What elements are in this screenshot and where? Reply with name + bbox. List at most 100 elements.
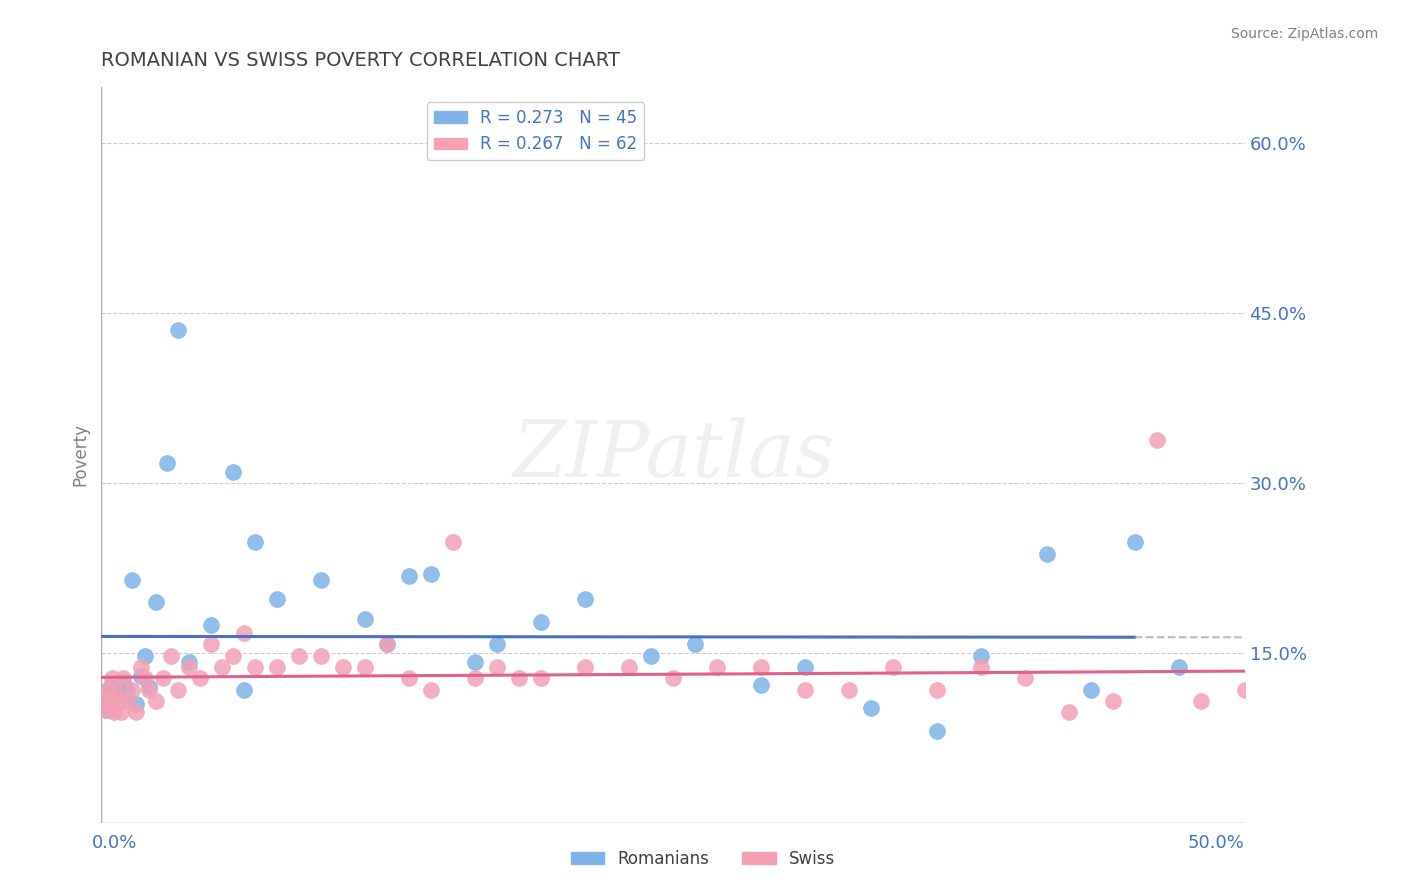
Point xyxy=(98,681,121,695)
Point xyxy=(530,615,553,629)
Point xyxy=(970,648,993,663)
Point xyxy=(243,535,266,549)
Point xyxy=(398,569,420,583)
Point xyxy=(138,682,160,697)
Point xyxy=(1014,671,1036,685)
Point xyxy=(375,637,398,651)
Point xyxy=(266,592,288,607)
Text: ZIPatlas: ZIPatlas xyxy=(512,417,834,493)
Point xyxy=(375,637,398,651)
Point xyxy=(167,682,190,697)
Point xyxy=(188,671,211,685)
Text: Source: ZipAtlas.com: Source: ZipAtlas.com xyxy=(1230,27,1378,41)
Point xyxy=(105,686,128,700)
Point xyxy=(125,706,148,720)
Point xyxy=(706,660,728,674)
Point xyxy=(177,660,200,674)
Point xyxy=(1189,694,1212,708)
Point xyxy=(121,573,143,587)
Text: 0.0%: 0.0% xyxy=(91,834,136,852)
Point xyxy=(145,595,167,609)
Point xyxy=(574,660,596,674)
Point xyxy=(749,678,772,692)
Text: 50.0%: 50.0% xyxy=(1188,834,1244,852)
Point xyxy=(485,637,508,651)
Point xyxy=(177,656,200,670)
Point xyxy=(117,682,139,697)
Point xyxy=(160,648,183,663)
Point xyxy=(1035,547,1057,561)
Point xyxy=(288,648,311,663)
Point xyxy=(200,618,222,632)
Point xyxy=(1233,682,1256,697)
Point xyxy=(662,671,685,685)
Y-axis label: Poverty: Poverty xyxy=(72,424,89,486)
Point xyxy=(134,648,156,663)
Point xyxy=(793,660,815,674)
Point xyxy=(94,703,117,717)
Point xyxy=(1123,535,1146,549)
Point xyxy=(94,686,117,700)
Point xyxy=(117,694,139,708)
Point xyxy=(129,669,152,683)
Point xyxy=(793,682,815,697)
Legend: Romanians, Swiss: Romanians, Swiss xyxy=(564,844,842,875)
Point xyxy=(156,456,179,470)
Point xyxy=(112,674,135,689)
Point xyxy=(464,671,486,685)
Text: ROMANIAN VS SWISS POVERTY CORRELATION CHART: ROMANIAN VS SWISS POVERTY CORRELATION CH… xyxy=(101,51,620,70)
Point xyxy=(97,682,120,697)
Point xyxy=(419,567,441,582)
Point xyxy=(508,671,530,685)
Point xyxy=(354,660,377,674)
Point xyxy=(354,612,377,626)
Point xyxy=(1365,682,1388,697)
Point xyxy=(91,691,114,706)
Point xyxy=(103,706,125,720)
Point xyxy=(1278,716,1301,731)
Point xyxy=(98,694,121,708)
Point xyxy=(485,660,508,674)
Point xyxy=(243,660,266,674)
Point xyxy=(1146,434,1168,448)
Point xyxy=(211,660,233,674)
Point xyxy=(1057,706,1080,720)
Point xyxy=(398,671,420,685)
Point xyxy=(112,671,135,685)
Point xyxy=(882,660,904,674)
Point xyxy=(200,637,222,651)
Point xyxy=(125,698,148,712)
Point xyxy=(1101,694,1123,708)
Point xyxy=(134,671,156,685)
Point xyxy=(332,660,354,674)
Point xyxy=(138,681,160,695)
Point xyxy=(1167,660,1189,674)
Point xyxy=(1080,682,1102,697)
Point xyxy=(925,682,948,697)
Point xyxy=(749,660,772,674)
Point xyxy=(233,626,256,640)
Point xyxy=(107,682,129,697)
Point xyxy=(640,648,662,663)
Point xyxy=(101,686,124,700)
Point xyxy=(91,691,114,706)
Point xyxy=(925,723,948,738)
Point xyxy=(970,660,993,674)
Point xyxy=(145,694,167,708)
Point xyxy=(574,592,596,607)
Point xyxy=(419,682,441,697)
Point xyxy=(167,323,190,337)
Point xyxy=(222,648,245,663)
Point xyxy=(121,682,143,697)
Point xyxy=(105,694,128,708)
Point xyxy=(859,701,882,715)
Point xyxy=(103,690,125,704)
Point xyxy=(617,660,640,674)
Point xyxy=(464,656,486,670)
Point xyxy=(110,691,132,706)
Point xyxy=(97,703,120,717)
Point xyxy=(233,682,256,697)
Point xyxy=(152,671,174,685)
Point xyxy=(309,573,332,587)
Point xyxy=(441,535,464,549)
